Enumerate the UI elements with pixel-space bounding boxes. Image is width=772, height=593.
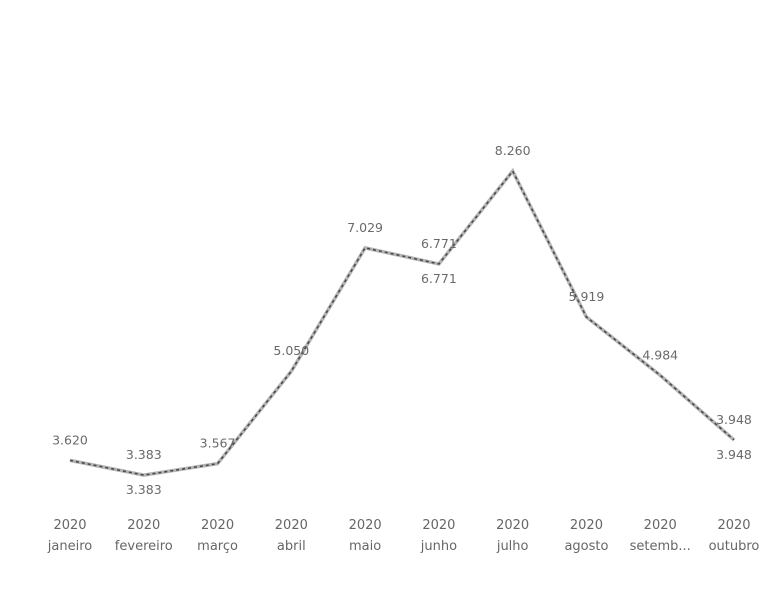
x-tick-year: 2020 xyxy=(496,518,529,533)
x-tick-year: 2020 xyxy=(570,518,603,533)
x-tick-label: outubro xyxy=(709,539,760,554)
x-tick-year: 2020 xyxy=(644,518,677,533)
x-tick-label: setemb... xyxy=(630,539,691,554)
x-tick-label: agosto xyxy=(564,539,608,554)
x-tick-year: 2020 xyxy=(717,518,750,533)
data-label: 3.620 xyxy=(52,432,88,447)
data-label: 3.383 xyxy=(126,447,162,462)
data-label: 6.771 xyxy=(421,236,457,251)
data-label: 4.984 xyxy=(642,347,678,362)
x-tick-year: 2020 xyxy=(53,518,86,533)
x-tick-label: junho xyxy=(420,539,457,554)
x-tick-year: 2020 xyxy=(275,518,308,533)
x-tick-year: 2020 xyxy=(201,518,234,533)
data-label: 5.050 xyxy=(273,343,309,358)
x-tick-year: 2020 xyxy=(422,518,455,533)
x-tick-label: maio xyxy=(349,539,381,554)
data-label: 5.919 xyxy=(569,289,605,304)
x-tick-label: abril xyxy=(277,539,306,554)
series-line xyxy=(69,167,736,477)
series-line xyxy=(69,169,735,476)
data-label: 3.948 xyxy=(716,447,752,462)
x-tick-label: janeiro xyxy=(47,539,92,554)
data-label: 7.029 xyxy=(347,220,383,235)
x-tick-label: fevereiro xyxy=(115,539,173,554)
data-label: 6.771 xyxy=(421,271,457,286)
data-label: 3.567 xyxy=(200,436,236,451)
x-tick-label: julho xyxy=(496,539,529,554)
data-label: 3.383 xyxy=(126,482,162,497)
x-tick-year: 2020 xyxy=(349,518,382,533)
data-label: 8.260 xyxy=(495,143,531,158)
x-tick-label: março xyxy=(197,539,238,554)
x-tick-year: 2020 xyxy=(127,518,160,533)
data-label: 3.948 xyxy=(716,412,752,427)
